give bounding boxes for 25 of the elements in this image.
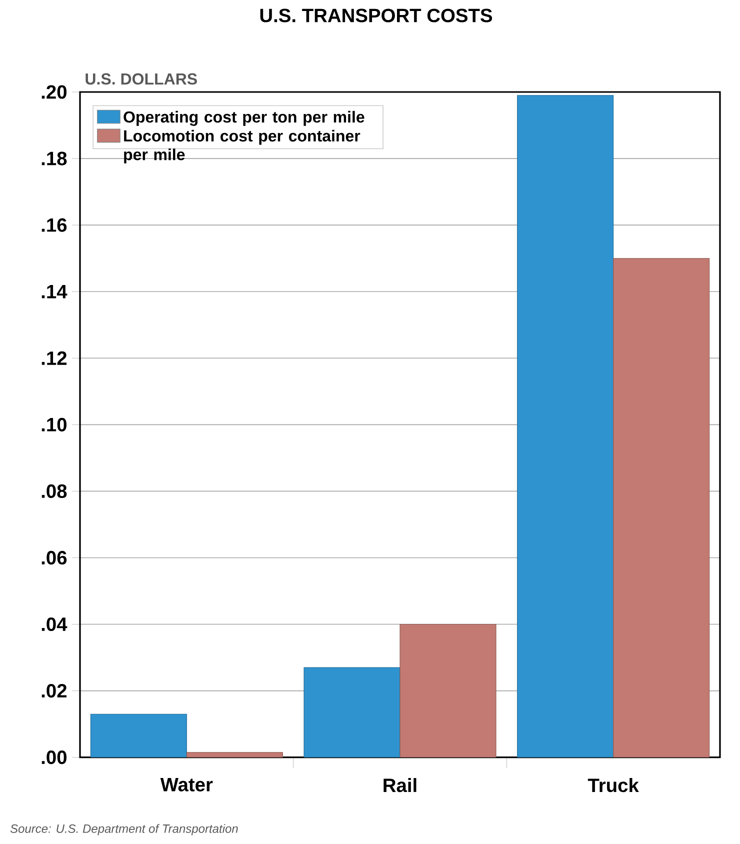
y-tick-label: .20 — [42, 85, 66, 99]
y-axis-title: U.S. DOLLARS — [86, 73, 197, 85]
bar — [304, 667, 400, 758]
bar — [186, 752, 283, 758]
y-tick-label: .10 — [42, 418, 66, 432]
bar — [400, 624, 496, 758]
x-tick-label: Truck — [588, 778, 639, 792]
chart-title: U.S. TRANSPORT COSTS — [260, 8, 492, 22]
bar — [517, 95, 614, 758]
y-tick-label: .02 — [42, 684, 67, 698]
y-tick-label: .04 — [42, 617, 68, 632]
x-tick-label: Rail — [384, 778, 416, 792]
source-note: Source: U.S. Department of Transportation — [10, 824, 238, 836]
bar — [90, 714, 187, 758]
y-tick-label: .18 — [42, 152, 67, 166]
y-tick-label: .14 — [42, 284, 68, 298]
bar — [613, 258, 710, 758]
y-tick-label: .08 — [42, 484, 67, 498]
legend-label: Operating cost per ton per mile — [124, 110, 364, 126]
y-tick-label: .12 — [42, 351, 67, 365]
y-tick-label: .06 — [42, 550, 67, 565]
legend-label: Locomotion cost per container per mile — [124, 130, 360, 164]
y-tick-label: .00 — [42, 750, 66, 764]
x-tick-label: Water — [160, 778, 213, 792]
y-tick-label: .16 — [42, 218, 67, 232]
